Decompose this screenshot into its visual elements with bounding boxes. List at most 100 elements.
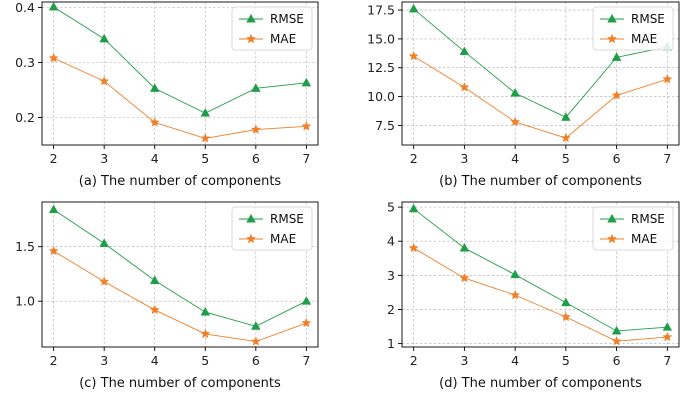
data-point-rmse bbox=[611, 325, 622, 335]
plot-frame bbox=[41, 201, 319, 348]
series-line-rmse bbox=[413, 8, 668, 118]
x-tick-label: 6 bbox=[252, 151, 260, 166]
series-line-rmse bbox=[53, 209, 307, 327]
x-axis-label: (d) The number of components bbox=[439, 376, 642, 391]
x-tick-label: 6 bbox=[252, 353, 260, 368]
chart-panel-2: 2 3 4 5 6 7 7.5 10.0 12.5 15.0 17.5 (b) The number … bbox=[367, 1, 680, 189]
legend-label-mae: MAE bbox=[270, 232, 296, 246]
y-tick-label: 10.0 bbox=[367, 89, 395, 104]
series-line-mae bbox=[53, 57, 307, 139]
y-tick-label: 2 bbox=[387, 302, 395, 317]
data-point-mae bbox=[611, 90, 622, 100]
data-point-rmse bbox=[611, 52, 622, 61]
chart-panel-1: 2 3 4 5 6 7 0.2 0.3 0.4 (a) The number of compone… bbox=[15, 0, 319, 189]
x-tick-label: 3 bbox=[100, 151, 108, 166]
plot-frame bbox=[41, 1, 319, 146]
legend-marker-mae bbox=[606, 33, 618, 44]
legend-label-mae: MAE bbox=[270, 32, 296, 46]
y-tick-label: 4 bbox=[387, 234, 395, 249]
x-tick-label: 7 bbox=[663, 151, 671, 166]
y-tick-label: 3 bbox=[387, 268, 395, 283]
data-point-rmse bbox=[459, 242, 470, 252]
data-point-rmse bbox=[408, 203, 419, 213]
legend-label-rmse: RMSE bbox=[270, 12, 304, 26]
data-point-mae bbox=[408, 242, 419, 253]
legend-label-rmse: RMSE bbox=[631, 12, 665, 26]
legend-marker-mae bbox=[606, 233, 618, 244]
data-point-mae bbox=[149, 304, 160, 315]
legend-marker-mae bbox=[245, 233, 257, 244]
legend-marker-rmse bbox=[607, 13, 617, 23]
x-axis-label: (a) The number of components bbox=[79, 174, 282, 189]
plot-frame bbox=[401, 201, 680, 348]
data-point-rmse bbox=[510, 87, 520, 97]
y-tick-label: 15.0 bbox=[367, 31, 395, 46]
series-line-rmse bbox=[53, 6, 307, 114]
y-tick-label: 17.5 bbox=[367, 3, 395, 18]
data-point-rmse bbox=[561, 297, 571, 307]
y-tick-label: 1 bbox=[387, 336, 395, 351]
legend-label-rmse: RMSE bbox=[270, 212, 304, 226]
legend: RMSE MAE bbox=[231, 6, 313, 51]
data-point-rmse bbox=[408, 3, 419, 13]
data-point-rmse bbox=[251, 83, 261, 92]
data-point-rmse bbox=[459, 46, 470, 56]
data-point-rmse bbox=[200, 107, 211, 117]
data-point-rmse bbox=[149, 275, 160, 284]
x-tick-label: 6 bbox=[613, 151, 621, 166]
x-tick-label: 5 bbox=[562, 151, 570, 166]
x-tick-label: 4 bbox=[511, 151, 519, 166]
series-line-mae bbox=[53, 250, 307, 343]
data-point-mae bbox=[662, 331, 673, 342]
data-point-mae bbox=[301, 317, 312, 328]
x-tick-label: 7 bbox=[302, 353, 310, 368]
data-point-mae bbox=[250, 124, 261, 134]
y-tick-label: 12.5 bbox=[367, 60, 395, 75]
x-axis-label: (c) The number of components bbox=[79, 376, 281, 391]
x-axis-label: (b) The number of components bbox=[439, 174, 642, 189]
x-tick-label: 7 bbox=[302, 151, 310, 166]
y-tick-label: 1.5 bbox=[15, 239, 35, 254]
legend-marker-rmse bbox=[246, 213, 256, 223]
legend-marker-rmse bbox=[607, 213, 617, 223]
x-tick-label: 5 bbox=[562, 353, 570, 368]
x-tick-label: 2 bbox=[410, 353, 418, 368]
data-point-mae bbox=[510, 289, 521, 300]
x-tick-label: 2 bbox=[50, 353, 58, 368]
data-point-rmse bbox=[48, 204, 59, 214]
data-point-mae bbox=[48, 245, 59, 256]
legend: RMSE MAE bbox=[592, 6, 674, 51]
data-point-mae bbox=[560, 132, 571, 143]
x-tick-label: 3 bbox=[460, 353, 468, 368]
x-tick-label: 4 bbox=[151, 151, 159, 166]
data-point-mae bbox=[149, 117, 160, 127]
legend: RMSE MAE bbox=[231, 206, 313, 251]
plot-frame bbox=[401, 1, 680, 146]
y-tick-label: 0.3 bbox=[15, 55, 35, 70]
y-tick-label: 0.2 bbox=[15, 110, 35, 125]
data-point-mae bbox=[48, 52, 59, 63]
data-point-mae bbox=[99, 75, 110, 86]
data-point-mae bbox=[459, 272, 470, 283]
y-tick-label: 7.5 bbox=[375, 118, 395, 133]
x-tick-label: 5 bbox=[201, 151, 209, 166]
data-point-mae bbox=[459, 82, 470, 92]
data-point-mae bbox=[510, 116, 521, 127]
data-point-rmse bbox=[149, 83, 160, 92]
data-point-mae bbox=[200, 133, 211, 143]
data-point-rmse bbox=[662, 322, 673, 331]
x-tick-label: 3 bbox=[460, 151, 468, 166]
y-tick-label: 1.0 bbox=[15, 294, 35, 309]
data-point-rmse bbox=[561, 112, 571, 121]
data-point-mae bbox=[301, 121, 312, 131]
x-tick-label: 2 bbox=[50, 151, 58, 166]
series-line-mae bbox=[413, 55, 668, 139]
legend: RMSE MAE bbox=[592, 206, 674, 251]
legend-label-mae: MAE bbox=[631, 32, 657, 46]
data-point-rmse bbox=[99, 33, 109, 43]
data-point-mae bbox=[560, 311, 571, 322]
x-tick-label: 2 bbox=[410, 151, 418, 166]
data-point-rmse bbox=[301, 77, 312, 87]
